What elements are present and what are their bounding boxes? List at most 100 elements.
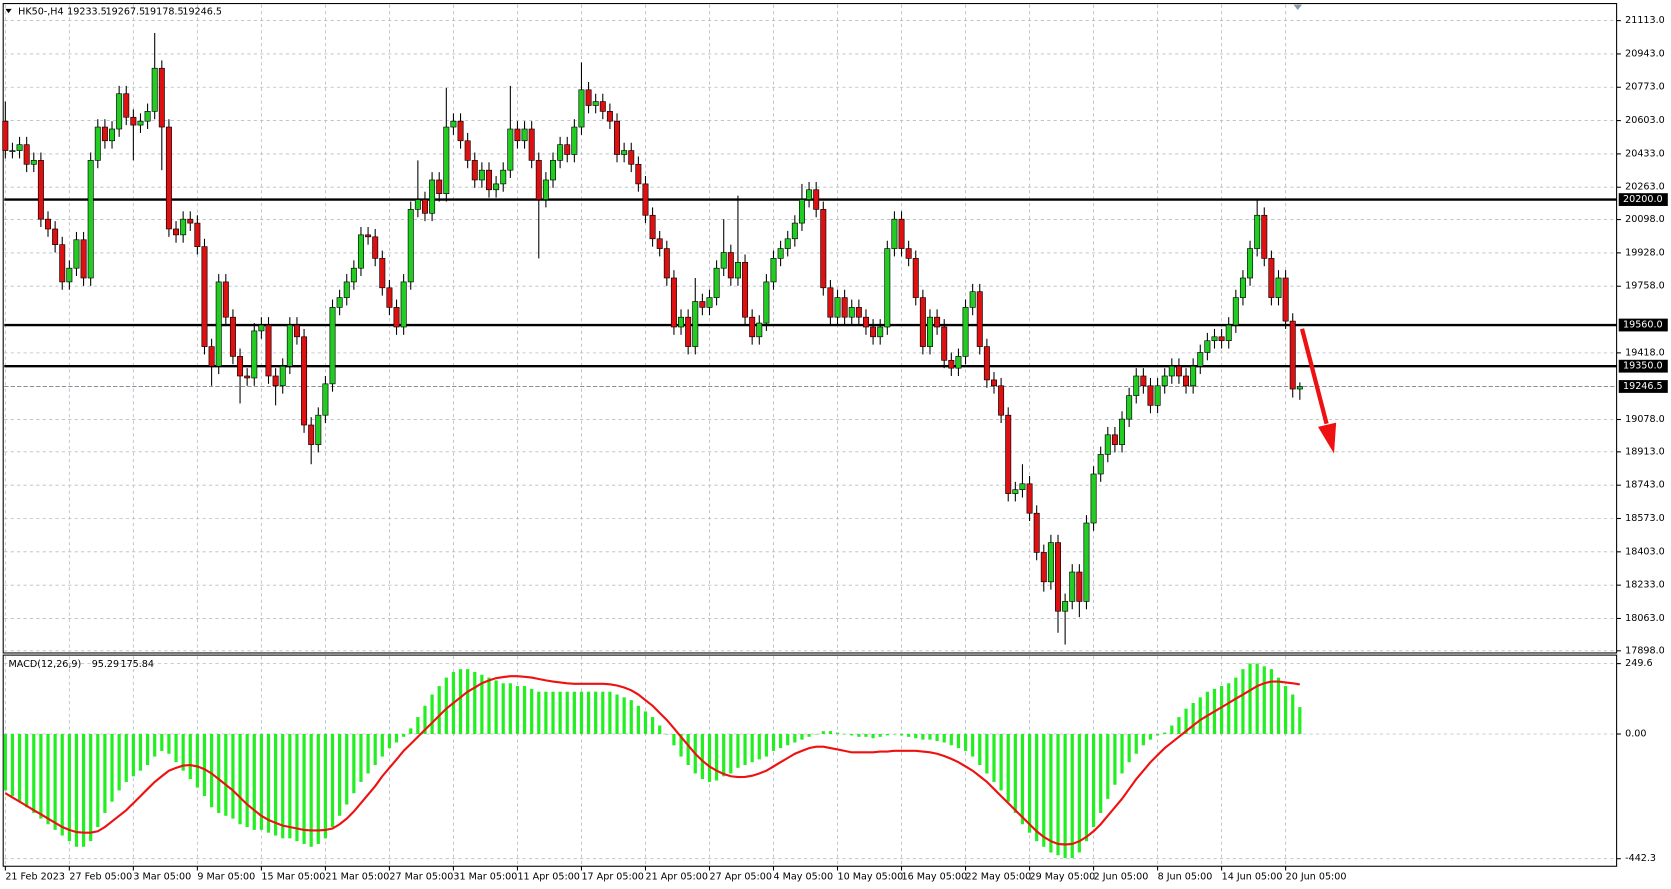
y-tick-label: 18913.0	[1625, 446, 1665, 457]
macd-bar	[594, 691, 598, 735]
candle-body	[727, 252, 734, 279]
macd-bar	[1035, 734, 1039, 842]
candle-body	[308, 424, 315, 445]
macd-bar	[665, 734, 669, 735]
candle-body	[791, 222, 798, 240]
macd-bar	[259, 734, 263, 830]
macd-bar	[281, 734, 285, 839]
candle-body	[37, 160, 44, 220]
macd-bar	[295, 734, 299, 842]
candle-body	[158, 67, 165, 128]
candle-body	[123, 93, 130, 118]
macd-bar	[1042, 734, 1046, 847]
plot-layer: 21 Feb 2023 27 Feb 05:00 3 Mar 05:00 9 Mar …	[2, 4, 1668, 882]
y-tick-label: 21113.0	[1625, 15, 1665, 26]
header-open: 19233.5	[67, 7, 107, 18]
macd-bar	[558, 691, 562, 735]
macd-bar	[96, 734, 100, 828]
macd-bar	[359, 734, 363, 782]
macd-bar	[103, 734, 107, 813]
candle-body	[244, 375, 251, 379]
candle-body	[407, 209, 414, 283]
macd-bar	[835, 732, 840, 735]
candle-body	[9, 150, 16, 152]
macd-bar	[387, 734, 392, 749]
macd-bar	[515, 686, 520, 735]
macd-bar	[1006, 734, 1010, 802]
macd-bar	[1077, 734, 1081, 853]
macd-bar	[750, 734, 754, 763]
macd-bar	[843, 734, 847, 735]
forecast-arrow	[1299, 328, 1337, 454]
candle-body	[1218, 336, 1225, 342]
macd-bar	[1191, 702, 1195, 735]
x-tick-label: 4 May 05:00	[774, 871, 834, 882]
macd-bar	[231, 734, 235, 819]
macd-bar	[238, 734, 242, 825]
macd-bar	[217, 734, 221, 813]
candle-body	[229, 316, 236, 357]
candle-body	[1211, 336, 1218, 342]
candle-body	[23, 144, 30, 165]
candle-body	[322, 383, 329, 416]
current-price-box	[1618, 380, 1668, 393]
candle-body	[1005, 414, 1012, 494]
candle-body	[848, 307, 855, 318]
macd-bar	[46, 734, 50, 825]
candle-body	[1254, 214, 1261, 249]
candle-body	[941, 326, 948, 361]
candle-body	[144, 111, 151, 122]
macd-bar	[25, 734, 29, 808]
macd-bar	[1127, 734, 1131, 763]
macd-bar	[380, 734, 384, 757]
arrow-head	[1318, 422, 1337, 454]
macd-bar	[117, 734, 121, 791]
macd-bar	[530, 688, 534, 735]
macd-bar	[3, 734, 7, 791]
macd-bar	[1227, 683, 1231, 735]
macd-bar	[74, 734, 79, 847]
candle-body	[116, 93, 123, 130]
level-label-box	[1618, 359, 1668, 373]
candle-body	[1104, 434, 1111, 455]
candle-body	[784, 238, 791, 249]
arrow-shaft	[1299, 328, 1329, 425]
candle-body	[272, 375, 279, 387]
candle-body	[905, 248, 912, 259]
macd-bar	[921, 734, 925, 740]
macd-bar	[138, 734, 143, 771]
shift-marker	[1293, 4, 1303, 10]
candle-body	[564, 144, 571, 155]
candle-body	[137, 120, 144, 126]
signal-line	[4, 675, 1300, 846]
candle-body	[329, 307, 336, 385]
macd-bar	[636, 705, 640, 735]
candle-body	[770, 258, 777, 283]
macd-bar	[672, 734, 676, 746]
candle-body	[1232, 297, 1239, 326]
macd-bar	[352, 734, 356, 794]
macd-title: MACD(12,26,9)	[9, 659, 82, 670]
candle-body	[870, 326, 877, 338]
macd-bar	[572, 691, 576, 735]
macd-bar	[928, 734, 932, 740]
macd-bar	[501, 683, 505, 735]
macd-bar	[316, 734, 320, 844]
macd-bar	[1020, 734, 1025, 825]
macd-bar	[586, 691, 591, 735]
macd-bar	[1177, 717, 1181, 735]
candle-body	[628, 150, 635, 165]
y-tick-label: 18743.0	[1625, 480, 1665, 491]
candle-body	[59, 244, 66, 283]
macd-bar	[985, 734, 989, 774]
x-tick-label: 31 Mar 05:00	[453, 871, 517, 882]
x-tick-label: 10 May 05:00	[838, 871, 904, 882]
candle-body	[1047, 542, 1054, 583]
candle-body	[301, 336, 308, 426]
macd-bar	[1084, 734, 1089, 842]
macd-bar	[188, 734, 192, 780]
candle-body	[315, 414, 322, 445]
candle-body	[215, 281, 222, 367]
